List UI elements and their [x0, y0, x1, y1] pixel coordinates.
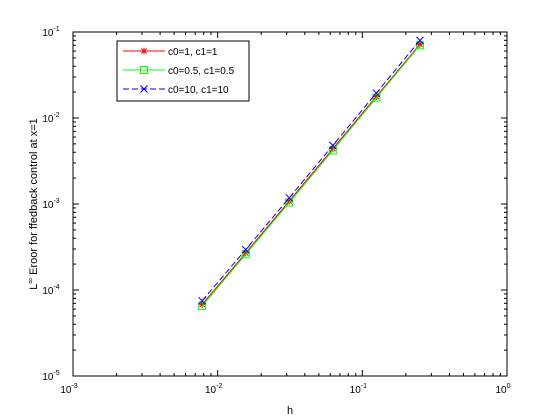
legend-label: c0=0.5, c1=0.5	[168, 66, 235, 77]
legend-marker	[140, 66, 148, 74]
data-point	[329, 145, 337, 153]
series-1	[198, 40, 424, 308]
data-point	[285, 197, 293, 205]
y-tick-labels: 10-5 10-4 10-3 10-2 10-1	[42, 26, 59, 383]
x-tick-label: 10-1	[350, 383, 367, 396]
data-point	[372, 89, 381, 97]
legend-marker	[140, 85, 148, 93]
data-point	[198, 302, 207, 311]
legend-label: c0=1, c1=1	[168, 47, 218, 58]
y-axis-label-text: Eroor for ffedback control at x=1	[28, 118, 40, 278]
x-axis-label: h	[287, 405, 293, 417]
series-3	[198, 36, 424, 305]
legend-label: c0=10, c1=10	[168, 85, 229, 96]
y-axis-label-prefix: L	[28, 284, 40, 290]
series-2	[198, 41, 424, 311]
y-tick-label: 10-5	[42, 370, 59, 383]
data-point	[328, 146, 337, 155]
legend-marker	[140, 47, 148, 55]
x-tick-label: 10-2	[205, 383, 222, 396]
data-point	[241, 245, 250, 254]
y-tick-label: 10-1	[42, 26, 59, 39]
x-tick-label: 100	[495, 383, 510, 396]
data-point	[241, 250, 250, 259]
series-line	[201, 45, 421, 307]
y-tick-label: 10-3	[42, 198, 59, 211]
y-axis-label-superscript: ∞	[26, 278, 35, 284]
x-tick-labels: 10-3 10-2 10-1 100	[60, 383, 510, 396]
data-point	[416, 36, 424, 45]
series-line	[201, 43, 421, 305]
data-point	[198, 296, 207, 305]
series-layer	[198, 36, 424, 311]
data-point	[242, 249, 250, 257]
series-line	[201, 40, 421, 302]
y-axis-label: L∞ Eroor for ffedback control at x=1	[26, 118, 40, 290]
legend: c0=1, c1=1 c0=0.5, c1=0.5 c0=10, c1=10	[116, 40, 250, 102]
y-tick-label: 10-2	[42, 112, 59, 125]
data-point	[198, 300, 206, 308]
legend-entry: c0=0.5, c1=0.5	[123, 66, 235, 77]
axis-ticks	[72, 31, 508, 377]
legend-entry: c0=10, c1=10	[123, 85, 229, 96]
data-point	[416, 40, 424, 48]
data-point	[328, 141, 337, 150]
legend-entry: c0=1, c1=1	[123, 47, 218, 58]
data-point	[372, 92, 380, 100]
x-tick-label: 10-3	[60, 383, 77, 396]
data-point	[285, 193, 294, 202]
y-tick-label: 10-4	[42, 284, 59, 297]
